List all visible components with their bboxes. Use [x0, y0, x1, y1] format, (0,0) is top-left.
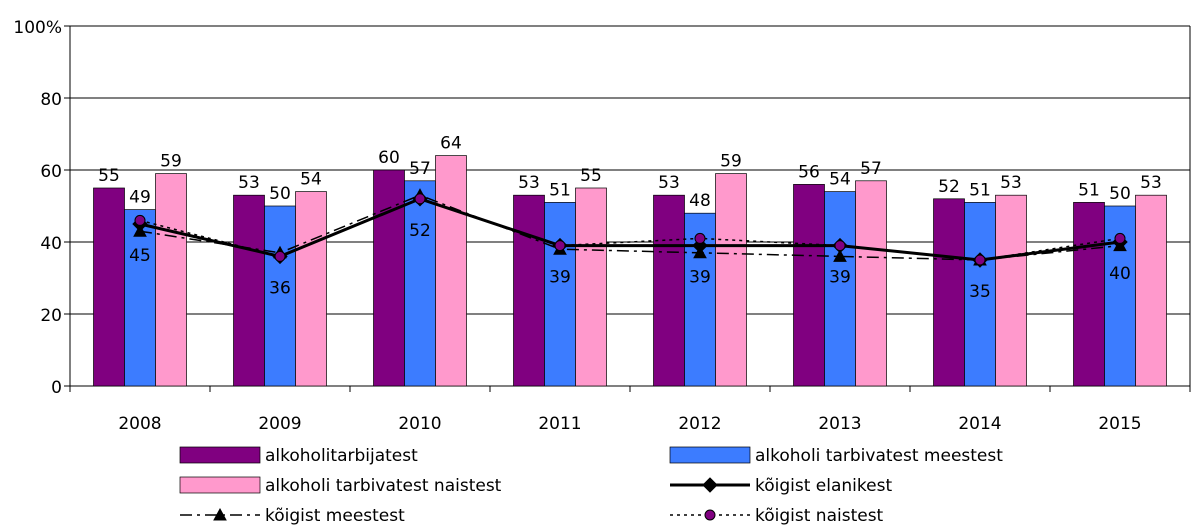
legend-label: alkoholitarbijatest [265, 446, 418, 466]
legend-swatch [669, 446, 751, 464]
bar-value-label: 56 [798, 162, 820, 182]
bar [793, 184, 825, 387]
bar-value-label: 55 [98, 166, 120, 186]
line-marker [834, 240, 846, 252]
bar [155, 173, 187, 387]
line-marker [133, 224, 147, 237]
bar-value-label: 53 [658, 173, 680, 193]
bar-value-label: 59 [720, 152, 742, 172]
bar-value-label: 51 [969, 180, 991, 200]
y-tick-label: 20 [40, 306, 62, 326]
bar-value-label: 53 [518, 173, 540, 193]
bar-value-label: 53 [1140, 173, 1162, 193]
bar [124, 209, 156, 387]
x-tick-label: 2009 [258, 414, 301, 434]
line-value-label: 39 [829, 268, 851, 288]
bar [264, 205, 296, 387]
bar-value-label: 59 [160, 152, 182, 172]
line-marker [833, 249, 847, 262]
line-marker [274, 250, 286, 262]
x-tick-label: 2008 [118, 414, 161, 434]
line-marker [1114, 232, 1126, 244]
legend-label: kõigist naistest [755, 506, 884, 526]
bar [544, 202, 576, 387]
bar-value-label: 51 [549, 180, 571, 200]
bar [1135, 194, 1167, 387]
y-tick-label: 0 [51, 378, 62, 398]
bar [295, 191, 327, 387]
line-value-label: 40 [1109, 264, 1131, 284]
bar [653, 194, 685, 387]
line-marker [694, 232, 706, 244]
x-tick-label: 2013 [818, 414, 861, 434]
legend-swatch [179, 446, 261, 464]
legend-swatch [179, 476, 261, 494]
bar-value-label: 53 [238, 173, 260, 193]
line-value-label: 35 [969, 282, 991, 302]
line [139, 198, 1121, 261]
bar-value-label: 55 [580, 166, 602, 186]
legend-marker [702, 477, 718, 493]
bar-value-label: 57 [409, 159, 431, 179]
bar [575, 187, 607, 387]
line-value-label: 52 [409, 221, 431, 241]
x-tick-label: 2011 [538, 414, 581, 434]
bar [93, 187, 125, 387]
line-marker [414, 193, 426, 205]
legend-label: kõigist elanikest [755, 476, 892, 496]
bar [964, 202, 996, 387]
bar [995, 194, 1027, 387]
line-value-label: 39 [689, 268, 711, 288]
bar-value-label: 48 [689, 191, 711, 211]
legend-label: alkoholi tarbivatest meestest [755, 446, 1003, 466]
line-marker [974, 254, 986, 266]
line-value-label: 36 [269, 278, 291, 298]
bar [373, 169, 405, 387]
bar-value-label: 54 [829, 170, 851, 190]
bar [715, 173, 747, 387]
x-tick-label: 2015 [1098, 414, 1141, 434]
bar-value-label: 54 [300, 170, 322, 190]
x-tick-label: 2014 [958, 414, 1001, 434]
line-marker [134, 214, 146, 226]
bar-value-label: 57 [860, 159, 882, 179]
bar [824, 191, 856, 387]
legend-marker [213, 507, 227, 521]
bar-value-label: 60 [378, 148, 400, 168]
y-tick-label: 100% [13, 18, 62, 38]
bar-value-label: 64 [440, 134, 462, 154]
line-value-label: 39 [549, 268, 571, 288]
bar-value-label: 49 [129, 188, 151, 208]
bar-value-label: 50 [269, 184, 291, 204]
bar [233, 194, 265, 387]
x-tick-label: 2012 [678, 414, 721, 434]
bar-value-label: 52 [938, 177, 960, 197]
line-marker [1113, 238, 1127, 252]
bar [404, 180, 436, 387]
legend-marker [704, 509, 716, 521]
legend-label: alkoholi tarbivatest naistest [265, 476, 502, 496]
line-marker [554, 240, 566, 252]
bar [513, 194, 545, 387]
line-marker [693, 245, 707, 259]
x-tick-label: 2010 [398, 414, 441, 434]
bar [855, 180, 887, 387]
bar-value-label: 53 [1000, 173, 1022, 193]
legend-label: kõigist meestest [265, 506, 405, 526]
y-tick-label: 60 [40, 162, 62, 182]
bar [435, 155, 467, 387]
y-tick-label: 80 [40, 90, 62, 110]
bar-value-label: 51 [1078, 180, 1100, 200]
bar [1073, 202, 1105, 387]
y-tick-label: 40 [40, 234, 62, 254]
bar [933, 198, 965, 387]
bar-value-label: 50 [1109, 184, 1131, 204]
line-value-label: 45 [129, 246, 151, 266]
